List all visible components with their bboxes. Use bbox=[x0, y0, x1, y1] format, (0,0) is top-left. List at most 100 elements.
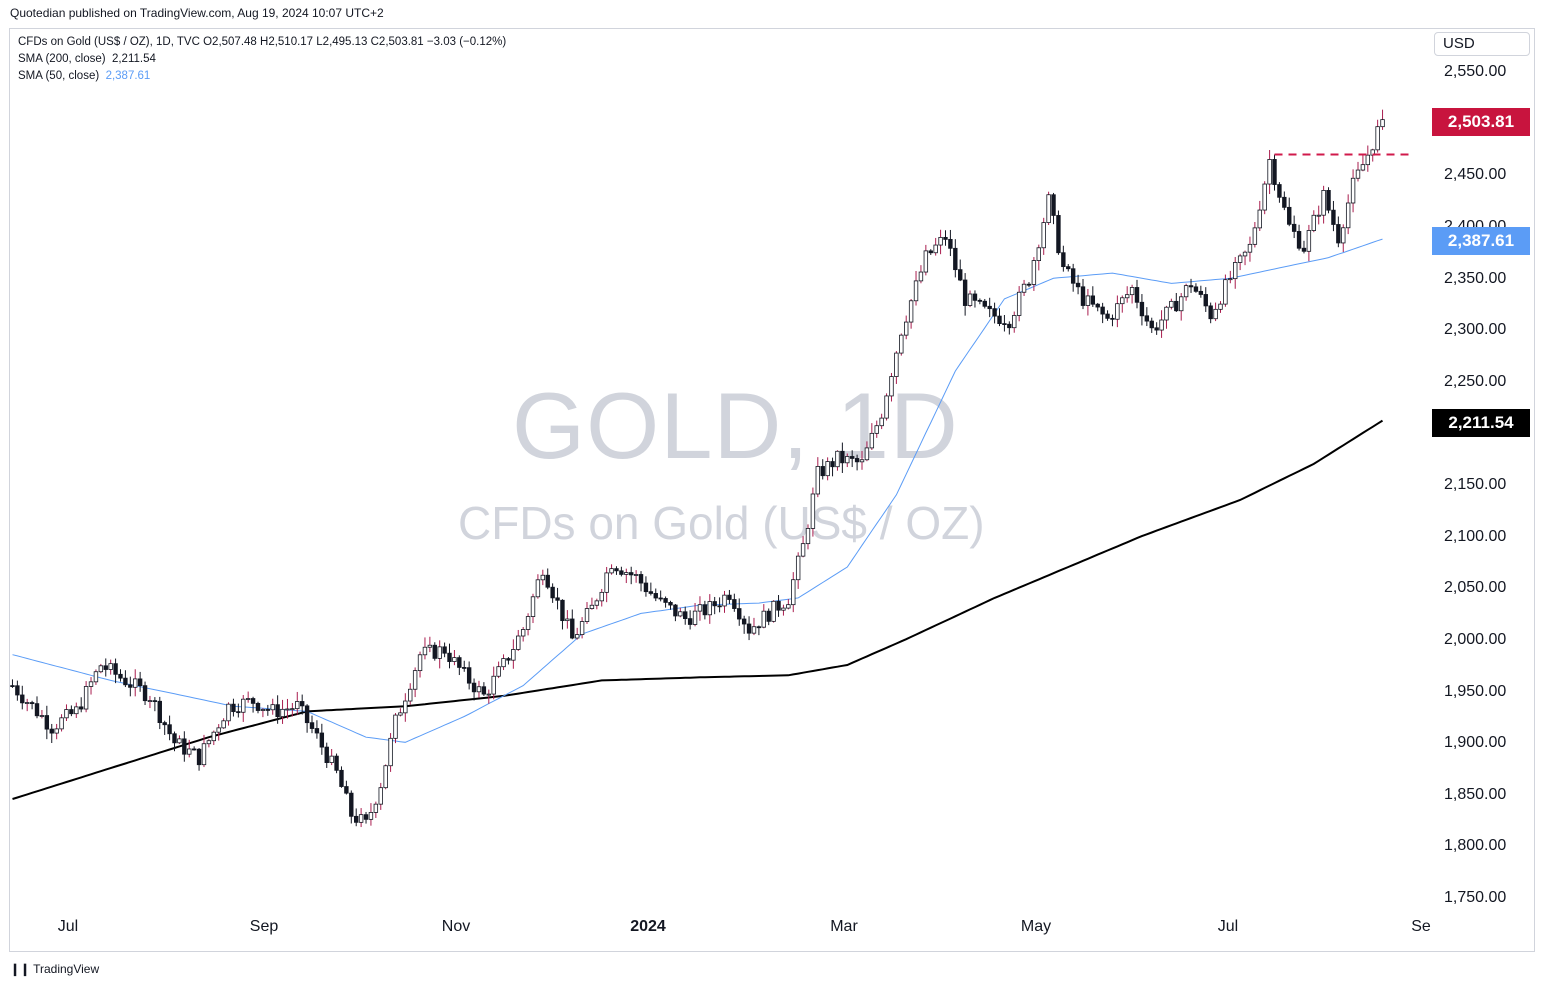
candle-body bbox=[825, 461, 830, 477]
x-tick: Jul bbox=[57, 918, 79, 935]
candle-body bbox=[962, 279, 968, 306]
candle-body bbox=[717, 605, 722, 608]
candle-body bbox=[378, 787, 383, 805]
candle-body bbox=[442, 646, 447, 654]
candle-body bbox=[751, 626, 757, 634]
candle-body bbox=[560, 599, 565, 622]
candle-body bbox=[1075, 282, 1081, 288]
candle-body bbox=[791, 579, 796, 606]
candle-body bbox=[349, 792, 354, 817]
y-tick: 2,300.00 bbox=[1444, 321, 1507, 338]
candle-body bbox=[702, 604, 708, 616]
candle-body bbox=[172, 733, 177, 744]
candle-body bbox=[884, 395, 889, 419]
sma50-badge: 2,387.61 bbox=[1432, 227, 1530, 255]
candle-body bbox=[535, 579, 541, 598]
candle-body bbox=[1247, 243, 1253, 253]
candle-body bbox=[476, 686, 482, 693]
candle-body bbox=[471, 682, 477, 693]
candle-body bbox=[373, 803, 379, 813]
candle-body bbox=[491, 675, 496, 695]
candle-body bbox=[614, 568, 619, 572]
currency-selector[interactable]: USD bbox=[1434, 32, 1530, 56]
candle-body bbox=[329, 755, 334, 763]
candle-body bbox=[344, 786, 349, 794]
candle-body bbox=[874, 425, 879, 434]
candle-body bbox=[201, 743, 207, 766]
candle-body bbox=[1257, 209, 1262, 229]
candle-body bbox=[1174, 300, 1179, 312]
legend-sma50-value: 2,387.61 bbox=[105, 70, 151, 82]
candle-body bbox=[1193, 286, 1199, 292]
legend-sma50-label: SMA (50, close) bbox=[18, 70, 100, 82]
candle-body bbox=[324, 746, 329, 763]
candle-body bbox=[771, 600, 776, 622]
candle-body bbox=[1036, 247, 1041, 261]
candle-body bbox=[1218, 303, 1223, 310]
legend-symbol-line: CFDs on Gold (US$ / OZ), 1D, TVC O2,507.… bbox=[18, 36, 507, 48]
candle-body bbox=[1095, 303, 1100, 308]
candle-body bbox=[29, 702, 35, 705]
candle-body bbox=[285, 708, 290, 711]
candle-body bbox=[398, 712, 403, 716]
candle-body bbox=[933, 244, 938, 254]
candle-body bbox=[530, 596, 536, 617]
candle-body bbox=[899, 334, 904, 354]
candle-body bbox=[737, 608, 742, 620]
candle-body bbox=[1154, 327, 1159, 331]
candle-body bbox=[393, 714, 398, 739]
candle-body bbox=[255, 702, 261, 711]
candle-body bbox=[707, 601, 712, 616]
candle-body bbox=[894, 352, 899, 377]
footer: ❙❙ TradingView bbox=[10, 962, 99, 976]
candle-body bbox=[250, 698, 256, 704]
candle-body bbox=[1021, 283, 1027, 293]
candle-body bbox=[98, 665, 104, 673]
y-tick: 1,850.00 bbox=[1444, 786, 1507, 803]
candle-body bbox=[1144, 315, 1150, 322]
chart-frame bbox=[9, 28, 1535, 952]
candle-body bbox=[290, 708, 295, 711]
y-tick: 1,950.00 bbox=[1444, 683, 1507, 700]
candle-body bbox=[103, 665, 108, 670]
candle-body bbox=[579, 621, 585, 635]
candle-body bbox=[1350, 177, 1356, 204]
x-tick: 2024 bbox=[630, 918, 666, 935]
candle-body bbox=[761, 610, 766, 628]
tradingview-logo: ❙❙ bbox=[10, 962, 31, 976]
candle-body bbox=[427, 644, 433, 648]
candle-body bbox=[795, 555, 801, 581]
candle-body bbox=[712, 601, 717, 607]
footer-brand[interactable]: TradingView bbox=[33, 962, 100, 976]
candle-body bbox=[908, 300, 914, 323]
candle-body bbox=[786, 604, 791, 609]
candle-body bbox=[1277, 184, 1282, 198]
candle-body bbox=[49, 728, 54, 734]
candle-body bbox=[854, 458, 860, 463]
candle-body bbox=[1267, 159, 1272, 185]
candle-body bbox=[162, 722, 167, 726]
candle-body bbox=[1002, 323, 1007, 325]
candle-body bbox=[1287, 206, 1292, 225]
candle-body bbox=[540, 574, 546, 581]
candle-body bbox=[1242, 251, 1248, 257]
candle-body bbox=[265, 709, 271, 711]
candle-body bbox=[923, 250, 929, 273]
y-tick: 2,000.00 bbox=[1444, 631, 1507, 648]
chart-legend: CFDs on Gold (US$ / OZ), 1D, TVC O2,507.… bbox=[18, 34, 506, 85]
candle-body bbox=[889, 376, 894, 397]
candle-body bbox=[118, 673, 123, 679]
legend-sma200: SMA (200, close) 2,211.54 bbox=[18, 51, 506, 68]
candle-body bbox=[658, 597, 663, 600]
candle-body bbox=[83, 686, 89, 710]
candle-body bbox=[339, 769, 344, 787]
candle-body bbox=[437, 646, 442, 659]
candle-body bbox=[211, 731, 216, 742]
candle-body bbox=[722, 594, 727, 607]
candle-body bbox=[1026, 283, 1032, 286]
candle-body bbox=[270, 704, 275, 711]
candle-body bbox=[432, 644, 437, 659]
candle-body bbox=[466, 667, 472, 684]
candle-body bbox=[678, 611, 683, 617]
